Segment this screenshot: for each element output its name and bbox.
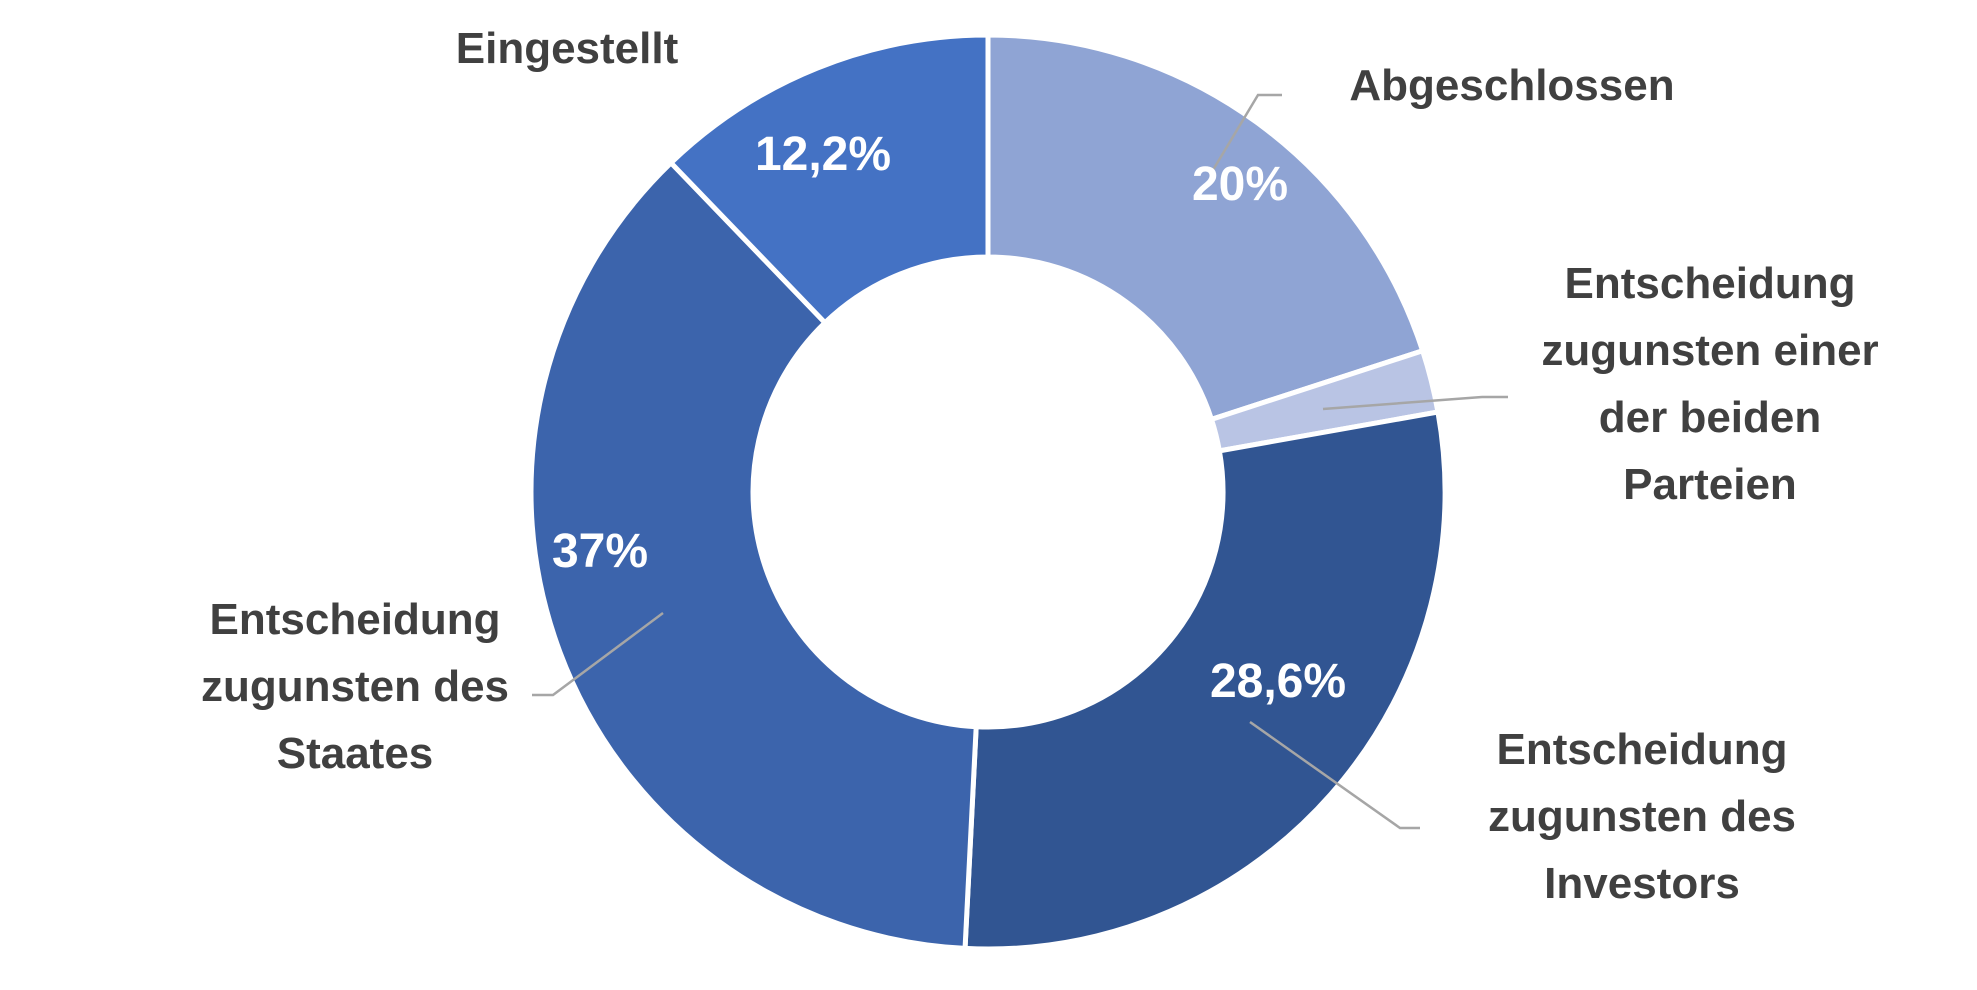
category-label-line: zugunsten einer (1541, 326, 1878, 375)
category-label: Entscheidung zugunsten einer der beiden Par… (1541, 259, 1878, 509)
category-label-line: Eingestellt (456, 24, 679, 73)
category-label-line: Entscheidung (1565, 259, 1856, 308)
category-label-line: zugunsten des (1488, 792, 1796, 841)
leader-line (532, 611, 664, 697)
leader-line (1208, 93, 1282, 176)
donut-slice (962, 409, 1448, 952)
leader-line (1249, 720, 1420, 830)
category-label-line: Abgeschlossen (1349, 61, 1674, 110)
category-label-line: zugunsten des (201, 662, 509, 711)
category-label: Eingestellt (456, 24, 679, 73)
category-label-line: Parteien (1623, 460, 1797, 509)
donut-slice (528, 159, 979, 952)
data-label: 12,2% (755, 128, 891, 181)
category-label-line: Entscheidung (1497, 725, 1788, 774)
category-label: Abgeschlossen (1349, 61, 1674, 110)
category-label-line: Entscheidung (210, 595, 501, 644)
data-label: 28,6% (1210, 655, 1346, 708)
donut-slice (667, 32, 991, 327)
data-label: 37% (552, 525, 648, 578)
category-label: Entscheidung zugunsten des Investors (1488, 725, 1796, 908)
category-label-line: Investors (1544, 859, 1740, 908)
category-label-line: Staates (277, 729, 434, 778)
category-label-line: der beiden (1599, 393, 1822, 442)
data-label: 20% (1192, 158, 1288, 211)
leader-line (1322, 395, 1508, 411)
category-label: Entscheidung zugunsten des Staates (201, 595, 509, 778)
donut-slice (985, 32, 1426, 423)
